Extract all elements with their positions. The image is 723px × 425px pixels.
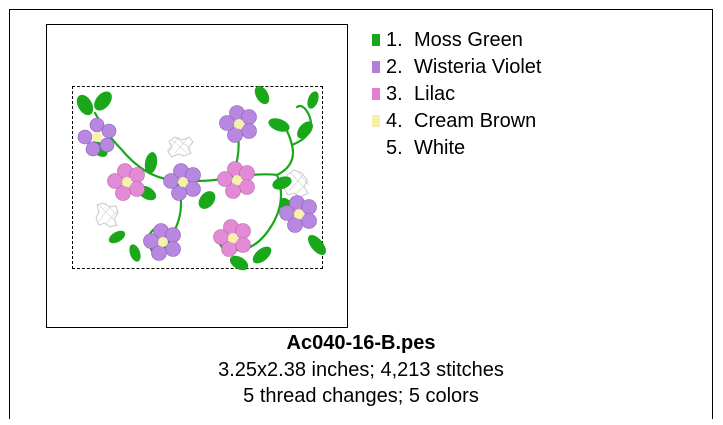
info-frame: [9, 9, 713, 419]
color-swatch: [372, 115, 380, 127]
design-thread-changes: 5 thread changes; 5 colors: [243, 385, 479, 407]
flower-violet-1: [77, 117, 117, 157]
legend-color-name: Lilac: [414, 83, 456, 105]
legend-number: 5.: [386, 137, 403, 159]
flower-violet-2: [163, 163, 201, 201]
design-filename: Ac040-16-B.pes: [286, 332, 436, 354]
legend-color-name: White: [414, 137, 466, 159]
flower-lilac-3: [213, 219, 251, 257]
color-swatch: [372, 34, 380, 46]
hoop-boundary: [72, 86, 323, 269]
white-fill-hatch: [98, 136, 310, 226]
legend-number: 4.: [386, 110, 403, 132]
color-swatch: [372, 61, 380, 73]
flower-violet-4: [279, 195, 317, 233]
embroidery-design: [76, 85, 326, 271]
color-swatch: [372, 142, 380, 154]
legend-number: 1.: [386, 29, 403, 51]
design-size-stitches: 3.25x2.38 inches; 4,213 stitches: [218, 359, 504, 381]
legend-number: 2.: [386, 56, 403, 78]
flower-violet-5: [143, 223, 181, 261]
legend-color-name: Wisteria Violet: [414, 56, 542, 78]
color-swatch: [372, 88, 380, 100]
legend-number: 3.: [386, 83, 403, 105]
design-preview: [46, 24, 348, 328]
legend-color-name: Moss Green: [414, 29, 523, 51]
flower-lilac-1: [107, 163, 145, 201]
legend-color-name: Cream Brown: [414, 110, 537, 132]
flower-lilac-2: [217, 161, 255, 199]
flower-violet-3: [219, 105, 257, 143]
